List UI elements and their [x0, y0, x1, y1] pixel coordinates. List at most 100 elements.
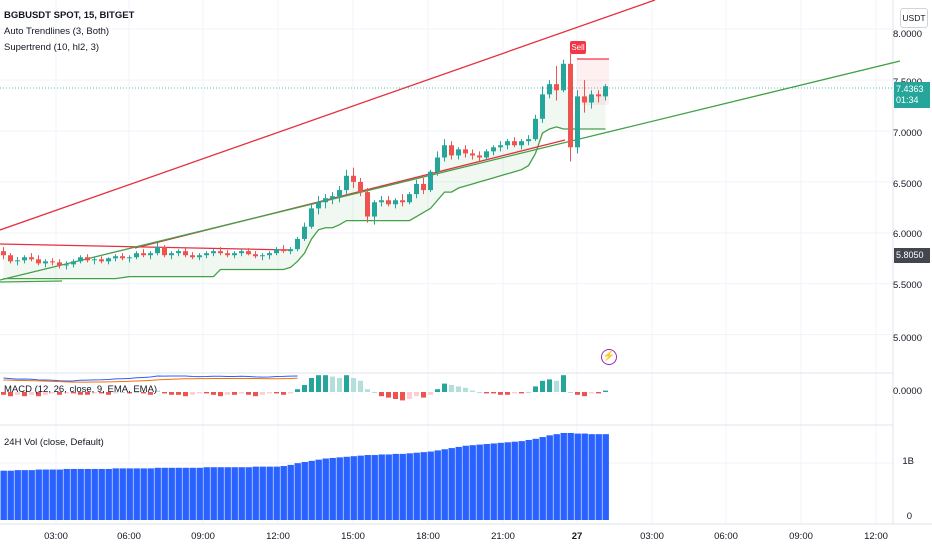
volume-bar	[175, 467, 182, 520]
candle-body	[246, 251, 251, 255]
macd-histogram-bar	[477, 392, 482, 393]
supertrend-fill	[3, 76, 606, 279]
candle-body	[554, 84, 559, 91]
indicator-legend-supertrend[interactable]: Supertrend (10, hl2, 3)	[4, 42, 100, 53]
currency-button[interactable]: USDT	[900, 8, 928, 28]
candle-body	[225, 253, 230, 256]
macd-histogram-bar	[225, 392, 230, 395]
volume-bar	[210, 467, 217, 520]
volume-bar	[420, 452, 427, 520]
macd-histogram-bar	[463, 387, 468, 392]
candle-body	[330, 196, 335, 199]
candle-body	[50, 261, 55, 263]
candle-body	[589, 94, 594, 103]
volume-bar	[49, 469, 56, 520]
candle-body	[575, 96, 580, 148]
volume-bar	[161, 467, 168, 520]
volume-bar	[252, 466, 259, 520]
candle-body	[547, 84, 552, 95]
macd-axis-label: 0.0000	[892, 386, 922, 397]
macd-histogram-bar	[260, 392, 265, 395]
candle-body	[491, 147, 496, 152]
macd-histogram-bar	[421, 392, 426, 398]
macd-histogram-bar	[519, 392, 524, 394]
macd-histogram-bar	[582, 392, 587, 397]
candle-body	[505, 141, 510, 146]
candle-body	[64, 264, 69, 266]
price-axis-label: 7.0000	[892, 128, 922, 139]
macd-histogram-bar	[274, 392, 279, 394]
time-axis-label: 09:00	[789, 531, 813, 542]
macd-histogram-bar	[1, 392, 6, 395]
macd-histogram-bar	[316, 375, 321, 392]
lightning-bolt-icon[interactable]: ⚡	[601, 349, 617, 365]
macd-histogram-bar	[456, 386, 461, 392]
resistance-trendline-upper	[0, 0, 656, 231]
time-axis-label: 06:00	[117, 531, 141, 542]
candle-body	[386, 200, 391, 205]
symbol-legend[interactable]: BGBUSDT SPOT, 15, BITGET	[4, 10, 134, 22]
macd-histogram-bar	[50, 392, 55, 394]
volume-bar	[301, 462, 308, 520]
volume-legend[interactable]: 24H Vol (close, Default)	[4, 437, 104, 448]
candle-body	[232, 253, 237, 256]
volume-bar	[259, 466, 266, 520]
price-axis-label: 5.5000	[892, 280, 922, 291]
macd-histogram-bar	[589, 392, 594, 394]
candle-body	[120, 256, 125, 259]
candle-body	[365, 192, 370, 217]
volume-bar	[343, 456, 350, 520]
candle-body	[127, 257, 132, 259]
macd-histogram-bar	[190, 392, 195, 395]
volume-axis-label: 0	[906, 511, 912, 522]
macd-histogram-bar	[575, 392, 580, 395]
volume-bar	[28, 470, 35, 520]
candle-body	[302, 226, 307, 239]
macd-histogram-bar	[197, 392, 202, 394]
time-axis-label: 06:00	[714, 531, 738, 542]
volume-bar	[413, 452, 420, 520]
volume-bar	[196, 467, 203, 520]
volume-bar	[280, 466, 287, 520]
macd-histogram-bar	[57, 392, 62, 395]
macd-histogram-bar	[358, 380, 363, 392]
macd-histogram-bar	[15, 392, 20, 395]
macd-histogram-bar	[323, 375, 328, 392]
candle-body	[561, 63, 566, 91]
candle-body	[239, 251, 244, 254]
macd-histogram-bar	[281, 392, 286, 395]
macd-histogram-bar	[351, 378, 356, 392]
macd-histogram-bar	[365, 389, 370, 392]
volume-bar	[427, 451, 434, 520]
macd-histogram-bar	[407, 392, 412, 399]
macd-histogram-bar	[176, 392, 181, 395]
macd-histogram-bar	[29, 392, 34, 395]
volume-bar	[140, 468, 147, 520]
candle-body	[134, 253, 139, 258]
candle-body	[407, 194, 412, 203]
volume-axis-label: 1B	[902, 456, 914, 467]
volume-bar	[336, 457, 343, 520]
volume-bar	[490, 443, 497, 520]
indicator-legend-trendlines[interactable]: Auto Trendlines (3, Both)	[4, 26, 110, 37]
candle-body	[274, 249, 279, 254]
macd-histogram-bar	[246, 392, 251, 395]
macd-legend[interactable]: MACD (12, 26, close, 9, EMA, EMA)	[4, 384, 158, 395]
volume-bar	[98, 468, 105, 520]
sell-signal-label[interactable]: Sell	[570, 41, 586, 54]
candle-body	[169, 253, 174, 256]
candle-body	[183, 251, 188, 256]
volume-bar	[385, 454, 392, 520]
candle-body	[337, 190, 342, 197]
candle-body	[456, 149, 461, 156]
grid-lines	[0, 0, 893, 524]
candle-body	[22, 257, 27, 261]
macd-histogram-bar	[512, 392, 517, 394]
macd-histogram-bar	[393, 392, 398, 399]
candle-body	[435, 157, 440, 172]
volume-bar	[63, 468, 70, 520]
macd-histogram-bar	[120, 392, 125, 393]
volume-bar	[287, 464, 294, 520]
candle-body	[99, 259, 104, 262]
